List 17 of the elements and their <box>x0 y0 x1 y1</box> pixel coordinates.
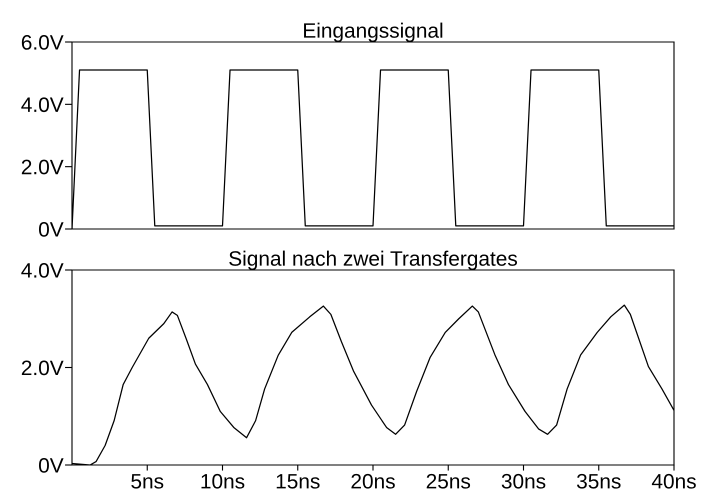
chart-title: Signal nach zwei Transfergates <box>229 250 518 270</box>
x-tick-label: 10ns <box>202 474 244 489</box>
x-tick-label: 15ns <box>276 474 320 489</box>
chart-title: Eingangssignal <box>304 22 442 42</box>
x-tick-label: 30ns <box>502 474 546 489</box>
y-tick-label: 0V <box>39 458 64 473</box>
x-tick-label: 20ns <box>351 474 395 489</box>
x-tick-label: 35ns <box>576 474 621 489</box>
y-tick-label: 0V <box>39 222 64 237</box>
x-tick-label: 5ns <box>131 474 164 489</box>
y-tick-label: 2.0V <box>22 360 64 376</box>
x-tick-label: 25ns <box>426 474 470 489</box>
x-tick-label: 40ns <box>652 474 696 489</box>
y-tick-label: 4.0V <box>21 263 64 278</box>
y-tick-label: 4.0V <box>21 97 64 112</box>
y-tick-label: 2.0V <box>22 160 64 174</box>
y-tick-label: 6.0V <box>22 35 64 50</box>
